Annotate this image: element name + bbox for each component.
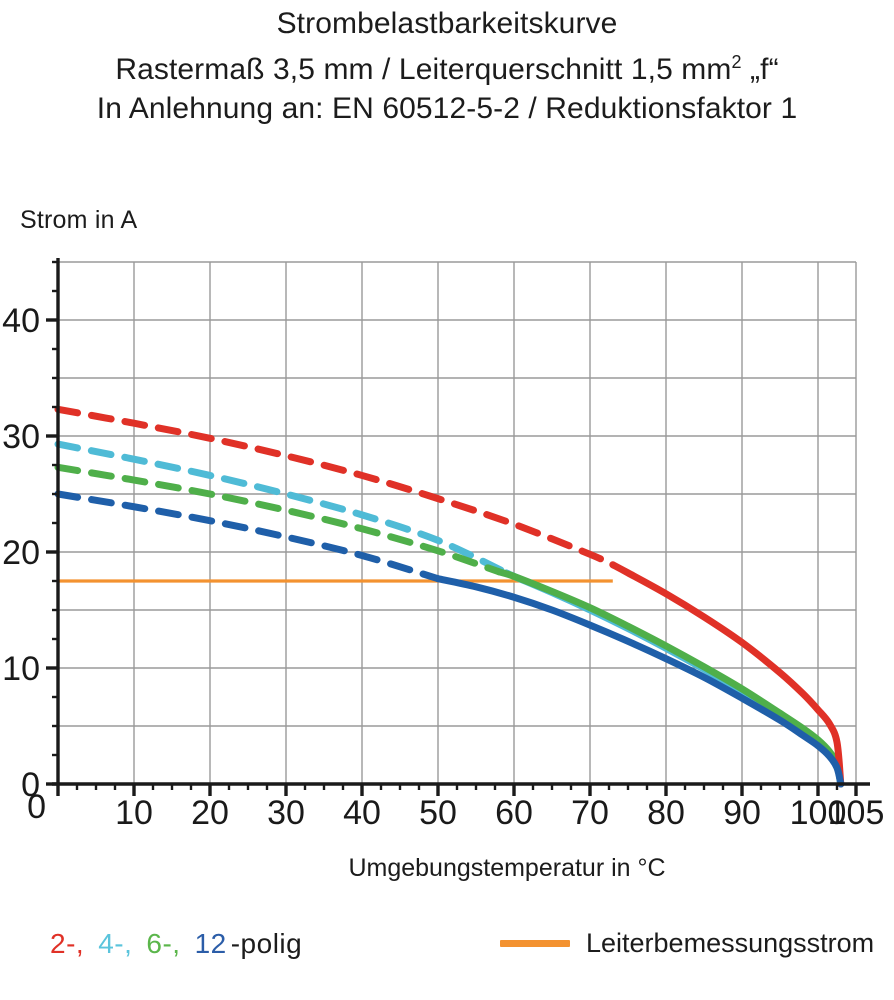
axis-lines: [52, 258, 870, 786]
grid-lines: [58, 261, 857, 785]
y-tick-label: 20: [2, 534, 40, 572]
title-line-3: In Anlehnung an: EN 60512-5-2 / Reduktio…: [96, 92, 798, 125]
y-tick-label: 0: [21, 766, 40, 804]
title-line-2-main: Rastermaß 3,5 mm / Leiterquerschnitt 1,5…: [115, 53, 732, 86]
legend-pole-2: 4-,: [98, 928, 133, 959]
legend-poles-suffix: -polig: [230, 928, 303, 959]
legend-poles-group: 2-, 4-, 6-, 12 -polig: [50, 928, 302, 960]
x-tick-label: 0: [27, 788, 46, 826]
y-tick-label: 40: [2, 302, 40, 340]
x-tick-label: 40: [343, 794, 381, 832]
x-tick-label: 90: [723, 794, 761, 832]
x-tick-label: 70: [571, 794, 609, 832]
legend-pole-3: 6-,: [146, 928, 181, 959]
y-axis-label: Strom in A: [20, 206, 138, 234]
series-12-polig: [54, 490, 845, 788]
series-6-polig-dashed: [54, 463, 503, 576]
x-tick-label: 80: [647, 794, 685, 832]
x-tick-label: 100: [790, 794, 847, 832]
legend-reference-group: Leiterbemessungsstrom: [500, 928, 874, 959]
legend-reference-label: Leiterbemessungsstrom: [586, 928, 875, 958]
series-6-polig: [54, 463, 845, 788]
legend-reference-swatch: [500, 940, 570, 947]
legend-pole-4: 12: [194, 928, 227, 959]
y-tick-label: 30: [2, 418, 40, 456]
series-2-polig-dashed: [54, 405, 617, 569]
title-line-2: Rastermaß 3,5 mm / Leiterquerschnitt 1,5…: [0, 43, 894, 89]
x-tick-label: 50: [419, 794, 457, 832]
legend-pole-1: 2-,: [50, 928, 85, 959]
x-tick-label: 10: [115, 794, 153, 832]
x-tick-label: 105: [828, 794, 885, 832]
series-6-polig-solid: [495, 568, 845, 788]
series-4-polig-dashed: [54, 440, 510, 577]
series-12-polig-dashed: [54, 490, 442, 583]
title-line-2-superscript: 2: [731, 52, 742, 72]
x-axis-label: Umgebungstemperatur in °C: [348, 854, 666, 882]
x-tick-label: 30: [267, 794, 305, 832]
series-2-polig-solid: [609, 561, 845, 788]
chart-legend: 2-, 4-, 6-, 12 -polig Leiterbemessungsstrom: [0, 928, 894, 988]
x-tick-label: 60: [495, 794, 533, 832]
x-tick-label: 20: [191, 794, 229, 832]
chart-title-block: Strombelastbarkeitskurve Rastermaß 3,5 m…: [0, 0, 894, 128]
series-2-polig: [54, 405, 845, 788]
title-line-2-tail: „f“: [741, 53, 779, 86]
axis-ticks: [46, 260, 858, 796]
series-4-polig: [54, 440, 845, 788]
series-12-polig-solid: [434, 575, 845, 788]
series-4-polig-solid: [502, 569, 845, 788]
title-line-1: Strombelastbarkeitskurve: [276, 7, 618, 40]
y-tick-label: 10: [2, 650, 40, 688]
